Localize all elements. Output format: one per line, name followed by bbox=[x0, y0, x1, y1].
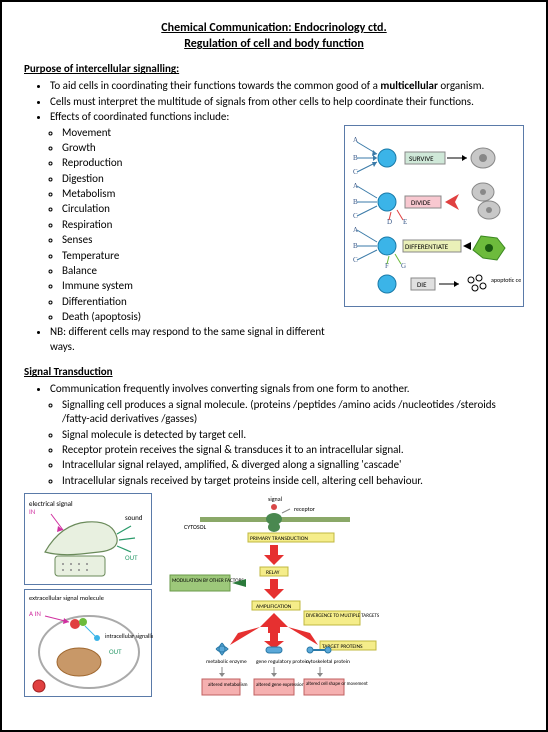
page-title-1: Chemical Communication: Endocrinology ct… bbox=[24, 20, 524, 36]
svg-text:CYTOSOL: CYTOSOL bbox=[184, 523, 207, 531]
s2-sub: Receptor protein receives the signal & t… bbox=[62, 443, 524, 458]
section2-sublist: Signalling cell produces a signal molecu… bbox=[24, 398, 524, 489]
s2-b1: Communication frequently involves conver… bbox=[50, 382, 524, 397]
svg-text:IN: IN bbox=[29, 507, 36, 516]
eff: Digestion bbox=[62, 172, 338, 187]
svg-text:PRIMARY TRANSDUCTION: PRIMARY TRANSDUCTION bbox=[250, 536, 308, 542]
figure-cell-responses: A B C SURVIVE A B C D E DIVIDE A B bbox=[344, 125, 524, 307]
svg-text:gene regulatory protein: gene regulatory protein bbox=[256, 659, 309, 665]
section1-list: To aid cells in coordinating their funct… bbox=[24, 79, 524, 125]
eff: Immune system bbox=[62, 279, 338, 294]
eff: Death (apoptosis) bbox=[62, 310, 338, 325]
svg-text:SURVIVE: SURVIVE bbox=[409, 154, 434, 163]
eff: Temperature bbox=[62, 249, 338, 264]
svg-text:altered gene expression: altered gene expression bbox=[256, 682, 305, 688]
svg-text:RELAY: RELAY bbox=[266, 570, 280, 576]
eff: Metabolism bbox=[62, 187, 338, 202]
eff: Balance bbox=[62, 264, 338, 279]
svg-text:sound: sound bbox=[125, 513, 143, 522]
s2-sub: Signal molecule is detected by target ce… bbox=[62, 428, 524, 443]
s2-sub: Intracellular signal relayed, amplified,… bbox=[62, 458, 524, 473]
svg-text:cytoskeletal protein: cytoskeletal protein bbox=[306, 659, 350, 665]
svg-text:A IN: A IN bbox=[29, 609, 41, 618]
svg-text:A: A bbox=[353, 136, 358, 144]
figure-cell-signal: extracellular signal molecule A IN intra… bbox=[24, 589, 152, 697]
svg-text:DIVERGENCE TO MULTIPLE TARGETS: DIVERGENCE TO MULTIPLE TARGETS bbox=[306, 613, 380, 619]
s2-sub: Intracellular signals received by target… bbox=[62, 474, 524, 489]
section1-heading: Purpose of intercellular signalling: bbox=[24, 62, 524, 77]
svg-text:altered cell shape or movement: altered cell shape or movement bbox=[306, 681, 368, 687]
figure-cascade: signal receptor CYTOSOL PRIMARY TRANSDUC… bbox=[160, 493, 390, 699]
page-title-2: Regulation of cell and body function bbox=[24, 36, 524, 52]
s1-b3: Effects of coordinated functions include… bbox=[50, 110, 524, 125]
section2-list: Communication frequently involves conver… bbox=[24, 382, 524, 397]
s2-sub: Signalling cell produces a signal molecu… bbox=[62, 398, 524, 428]
eff: Movement bbox=[62, 126, 338, 141]
s1-nb: NB: different cells may respond to the s… bbox=[50, 325, 338, 355]
eff: Differentiation bbox=[62, 295, 338, 310]
svg-text:intracellular signalling molec: intracellular signalling molecule B bbox=[105, 632, 153, 640]
svg-text:E: E bbox=[403, 218, 407, 226]
figure-phone: electrical signal IN sound OUT bbox=[24, 493, 152, 585]
eff: Respiration bbox=[62, 218, 338, 233]
eff: Growth bbox=[62, 141, 338, 156]
eff: Reproduction bbox=[62, 156, 338, 171]
effects-list: Movement Growth Reproduction Digestion M… bbox=[24, 126, 338, 325]
svg-text:DIFFERENTIATE: DIFFERENTIATE bbox=[405, 242, 449, 251]
eff: Senses bbox=[62, 233, 338, 248]
svg-text:DIE: DIE bbox=[417, 280, 427, 289]
cells-svg: A B C SURVIVE A B C D E DIVIDE A B bbox=[349, 132, 521, 300]
svg-text:signal: signal bbox=[268, 495, 282, 503]
s1-b1: To aid cells in coordinating their funct… bbox=[50, 79, 524, 94]
section2-heading: Signal Transduction bbox=[24, 365, 524, 380]
svg-text:electrical signal: electrical signal bbox=[29, 499, 73, 508]
svg-text:OUT: OUT bbox=[125, 553, 138, 562]
s1-b2: Cells must interpret the multitude of si… bbox=[50, 95, 524, 110]
svg-text:OUT: OUT bbox=[109, 647, 122, 656]
svg-text:G: G bbox=[401, 262, 406, 270]
svg-text:extracellular signal molecule: extracellular signal molecule bbox=[29, 594, 104, 602]
svg-text:DIVIDE: DIVIDE bbox=[411, 198, 431, 207]
svg-text:receptor: receptor bbox=[294, 505, 315, 513]
svg-text:metabolic enzyme: metabolic enzyme bbox=[206, 659, 247, 665]
eff: Circulation bbox=[62, 202, 338, 217]
svg-text:AMPLIFICATION: AMPLIFICATION bbox=[256, 604, 292, 610]
svg-text:altered metabolism: altered metabolism bbox=[208, 682, 248, 688]
svg-text:apoptotic cell: apoptotic cell bbox=[491, 276, 521, 284]
